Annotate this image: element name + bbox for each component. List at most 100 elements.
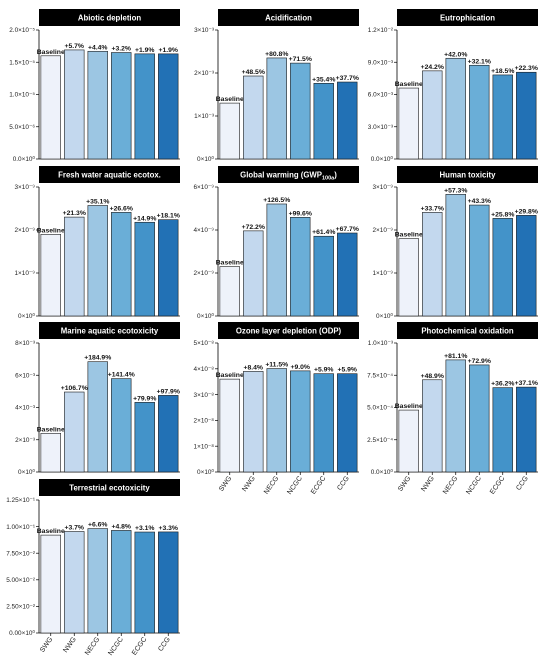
bar-ncgc [111, 52, 132, 160]
chart-panel-6: Human toxicity 0×10⁰ 1×10⁻⁹ 2×10⁻⁹ 3×10⁻⁹ Bas… [372, 166, 538, 320]
y-tick-label: 2×10⁻⁹ [193, 270, 214, 277]
chart-panel-5: Global warming (GWP100a) 0×10⁰ 2×10⁻⁹ 4×10⁻… [193, 166, 359, 320]
panel-title-bar [39, 9, 180, 26]
data-label: +29.8% [515, 208, 538, 215]
data-label: +18.1% [157, 213, 180, 220]
data-label: +5.7% [65, 43, 84, 50]
data-label: +99.6% [289, 210, 312, 217]
data-label: +3.7% [65, 524, 84, 531]
y-tick-label: 0.0×10⁰ [371, 156, 394, 163]
bar-swg [40, 432, 61, 473]
chart-panel-9: Photochemical oxidation 0.0×10⁰ 2.5×10⁻⁴ 5.… [367, 322, 538, 496]
panel-title: Marine aquatic ecotoxicity [61, 327, 159, 336]
y-tick-label: 3×10⁻⁹ [14, 184, 35, 191]
x-tick-label: SWG [218, 475, 233, 493]
chart-panel-3: Eutrophication 0.0×10⁰ 3.0×10⁻³ 6.0×10⁻³ 9.0… [368, 9, 538, 163]
data-label: +184.9% [84, 355, 111, 362]
bar-nwg [64, 49, 85, 160]
y-tick-label: 3×10⁻⁹ [372, 184, 393, 191]
panel-title-bar [39, 166, 180, 183]
data-label: Baseline [216, 260, 244, 267]
data-label: +80.8% [265, 51, 288, 58]
panel-title-bar [397, 166, 538, 183]
bar-ecgc [134, 531, 155, 634]
y-tick-label: 0×10⁰ [197, 156, 214, 163]
data-label: +26.6% [110, 205, 133, 212]
x-tick-label: NECG [442, 475, 459, 496]
y-tick-label: 0×10⁰ [197, 469, 214, 476]
bar-swg [219, 102, 240, 160]
data-label: +24.2% [421, 64, 444, 71]
panel-title-bar [218, 322, 359, 339]
bar-ecgc [134, 221, 155, 317]
bar-swg [40, 234, 61, 317]
y-tick-label: 1.00×10⁻¹ [6, 524, 35, 531]
y-tick-label: 4×10⁻⁸ [194, 366, 215, 373]
chart-panel-7: Marine aquatic ecotoxicity 0×10⁰ 2×10⁻³ 4×1… [15, 322, 180, 476]
y-tick-label: 1×10⁻⁹ [372, 270, 393, 277]
y-tick-label: 1.25×10⁻¹ [6, 497, 35, 504]
bar-nwg [243, 230, 264, 317]
bar-necg [266, 368, 287, 473]
panel-title: Global warming (GWP100a) [240, 171, 337, 182]
bar-ncgc [290, 370, 311, 473]
data-label: +25.8% [491, 211, 514, 218]
data-label: +33.7% [421, 205, 444, 212]
data-label: +81.1% [444, 353, 467, 360]
x-tick-label: NWG [241, 475, 257, 493]
bar-necg [87, 528, 108, 634]
panel-title: Fresh water aquatic ecotox. [58, 171, 161, 180]
y-tick-label: 5×10⁻⁸ [194, 340, 215, 347]
bar-necg [445, 57, 466, 160]
y-tick-label: 5.00×10⁻² [6, 577, 35, 584]
y-tick-label: 4×10⁻⁹ [193, 227, 214, 234]
data-label: +3.2% [112, 46, 131, 53]
bar-nwg [64, 391, 85, 473]
bar-ecgc [313, 83, 334, 160]
y-tick-label: 1.5×10⁻⁵ [9, 59, 35, 66]
bar-ncgc [290, 217, 311, 317]
data-label: +4.8% [112, 523, 131, 530]
x-tick-label: ECGC [489, 475, 506, 496]
bar-ncgc [290, 62, 311, 160]
bar-ecgc [492, 387, 513, 473]
data-label: +97.9% [157, 388, 180, 395]
chart-panel-4: Fresh water aquatic ecotox. 0×10⁰ 1×10⁻⁹ 2×… [14, 166, 180, 320]
x-tick-label: NCGC [286, 475, 304, 496]
x-tick-label: NCGC [465, 475, 483, 496]
bar-ccg [337, 373, 358, 473]
bar-ecgc [134, 402, 155, 473]
data-label: +141.4% [108, 372, 135, 379]
panel-title-bar [397, 9, 538, 26]
bar-nwg [422, 70, 443, 160]
data-label: Baseline [216, 96, 244, 103]
bar-ccg [158, 531, 179, 634]
data-label: +32.1% [468, 58, 491, 65]
data-label: +9.0% [291, 364, 310, 371]
y-tick-label: 6.0×10⁻³ [368, 92, 393, 99]
x-tick-label: NCGC [107, 636, 125, 657]
y-tick-label: 0×10⁰ [197, 313, 214, 320]
y-tick-label: 7.5×10⁻⁴ [367, 372, 393, 379]
bar-ncgc [111, 378, 132, 473]
data-label: +61.4% [312, 229, 335, 236]
panel-title: Terrestrial ecotoxicity [69, 484, 150, 493]
panel-title: Acidification [265, 14, 312, 23]
bar-ccg [158, 53, 179, 160]
bar-ncgc [111, 212, 132, 317]
x-tick-label: NECG [84, 636, 101, 657]
data-label: +72.9% [468, 358, 491, 365]
data-label: +1.9% [135, 47, 154, 54]
x-tick-label: NECG [263, 475, 280, 496]
y-tick-label: 2×10⁻⁸ [194, 418, 215, 425]
data-label: +8.4% [244, 364, 263, 371]
bar-ncgc [469, 204, 490, 317]
bar-ccg [158, 219, 179, 317]
data-label: Baseline [216, 372, 244, 379]
bar-nwg [64, 216, 85, 317]
y-tick-label: 1.0×10⁻³ [368, 340, 393, 347]
data-label: +37.1% [515, 380, 538, 387]
y-tick-label: 2×10⁻³ [15, 437, 35, 444]
y-tick-label: 5.0×10⁻⁴ [367, 405, 393, 412]
